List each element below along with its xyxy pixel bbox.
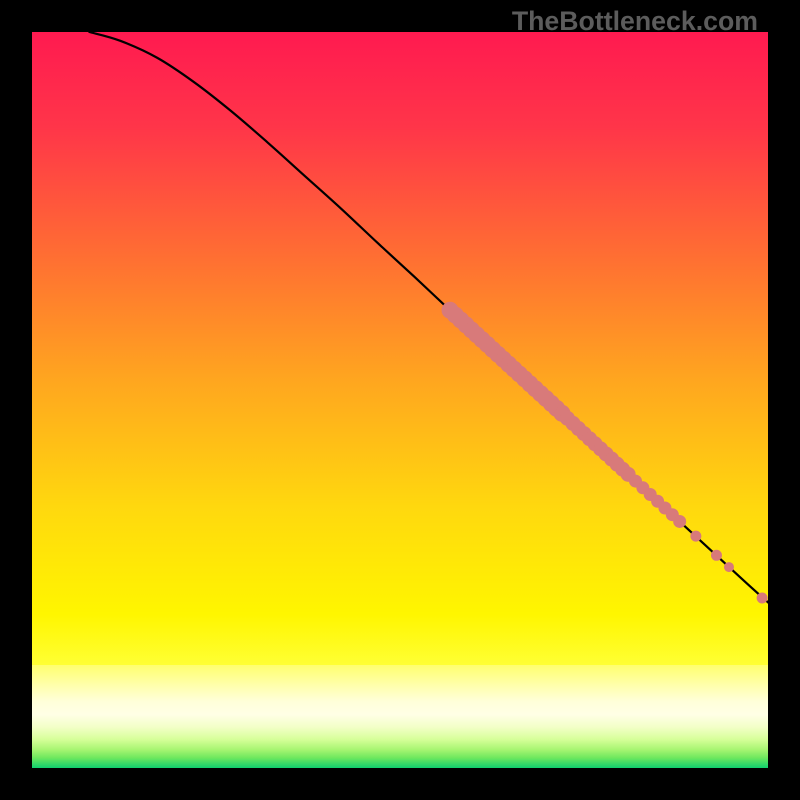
- chart-stage: TheBottleneck.com: [0, 0, 800, 800]
- marker-group: [442, 302, 767, 603]
- marker-dot: [711, 550, 721, 560]
- chart-svg: [32, 32, 768, 768]
- watermark-text: TheBottleneck.com: [512, 6, 758, 37]
- marker-dot: [674, 515, 686, 527]
- marker-dot: [757, 593, 767, 603]
- plot-area: [32, 32, 768, 768]
- marker-dot: [691, 531, 701, 541]
- marker-dot: [724, 563, 733, 572]
